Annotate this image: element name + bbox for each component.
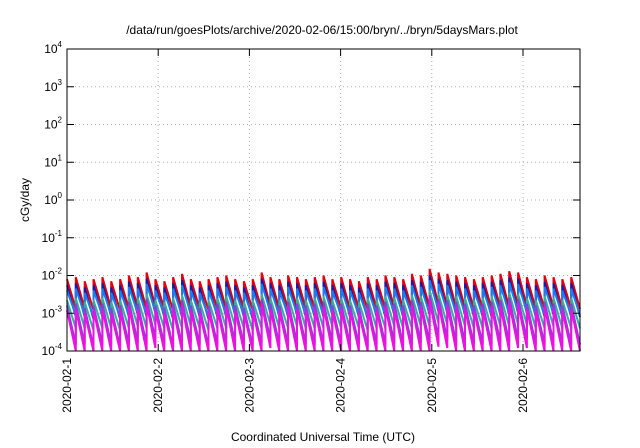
y-tick-label: 10-1	[42, 229, 63, 245]
y-tick-label: 101	[44, 153, 62, 169]
series-line	[66, 300, 581, 352]
y-tick-label: 104	[44, 40, 62, 56]
y-tick-label: 10-3	[42, 304, 63, 320]
y-tick-label: 100	[44, 191, 62, 207]
x-tick-label: 2020-02-4	[334, 358, 348, 413]
y-tick-label: 102	[44, 116, 62, 132]
y-tick-label: 10-2	[42, 267, 63, 283]
series-group	[66, 268, 581, 352]
x-tick-label: 2020-02-1	[60, 358, 74, 413]
x-tick-label: 2020-02-3	[242, 358, 256, 413]
chart-title: /data/run/goesPlots/archive/2020-02-06/1…	[126, 23, 518, 37]
x-axis: 2020-02-1 2020-02-2 2020-02-3 2020-02-4 2020…	[60, 49, 530, 413]
x-axis-label: Coordinated Universal Time (UTC)	[231, 430, 415, 444]
x-tick-label: 2020-02-6	[516, 358, 530, 413]
y-tick-label: 10-4	[42, 342, 63, 358]
y-axis-label: cGy/day	[18, 178, 32, 222]
x-tick-label: 2020-02-5	[425, 358, 439, 413]
y-tick-label: 103	[44, 78, 62, 94]
x-tick-label: 2020-02-2	[151, 358, 165, 413]
y-axis: 10-4 10-3 10-2 10-1 100 101 102 103 104	[42, 40, 580, 358]
